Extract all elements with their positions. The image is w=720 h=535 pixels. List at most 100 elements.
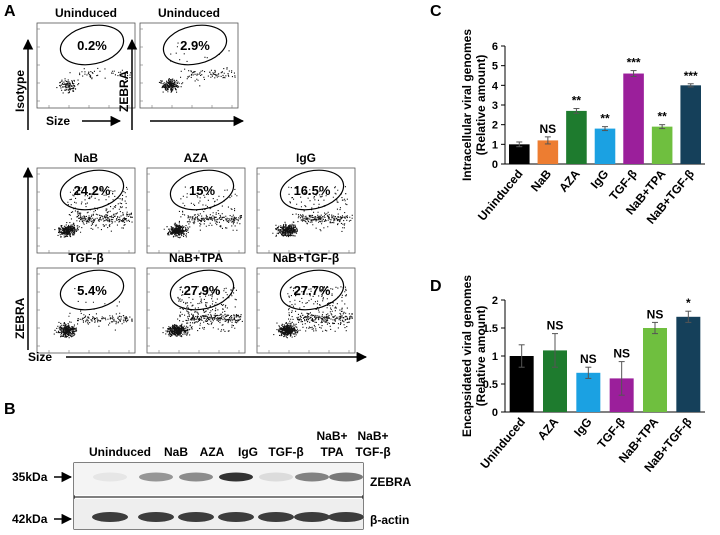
y-tick-label: 1 [492, 139, 498, 151]
flow-gate [169, 169, 235, 211]
y-tick-label: 4 [492, 80, 499, 92]
size-axis-label-bottom: Size [28, 350, 52, 364]
flow-plot-frame [146, 267, 246, 354]
flow-plot-frame [36, 267, 136, 354]
x-category-label: AZA [556, 167, 583, 195]
flow-plot-title: Uninduced [55, 6, 117, 20]
blot-lane-label: TPA [320, 445, 343, 459]
size-axis-label-top: Size [46, 114, 70, 128]
y-axis-label: Encapsidated viral genomes [460, 275, 474, 437]
x-category-label: Uninduced [477, 415, 528, 471]
zebra-band [295, 472, 329, 482]
significance-label: NS [613, 347, 630, 361]
bar [566, 110, 587, 164]
protein-label-zebra: ZEBRA [370, 475, 412, 489]
y-tick-label: 3 [492, 100, 498, 112]
zebra-band [259, 472, 293, 482]
x-category-label: TGF-β [595, 415, 628, 451]
flow-plot: IgG 16.5% [256, 151, 356, 254]
significance-label: * [686, 296, 691, 310]
y-tick-label: 6 [492, 41, 498, 53]
x-category-label: AZA [535, 415, 562, 443]
bar [594, 128, 616, 164]
flow-events [53, 288, 133, 339]
flow-events [272, 186, 353, 238]
significance-label: ** [600, 112, 610, 126]
significance-label: *** [684, 69, 698, 83]
actin-band [294, 512, 330, 522]
flow-plot-title: NaB+TPA [169, 251, 223, 265]
zebra-axis-label-top: ZEBRA [117, 70, 131, 112]
flow-events [162, 286, 243, 338]
blot-lane-label: NaB+ [316, 429, 347, 443]
zebra-band [179, 472, 213, 482]
y-tick-label: 0 [492, 159, 498, 171]
flow-events [54, 186, 133, 238]
flow-gate-percent: 24.2% [74, 183, 111, 198]
actin-band [218, 512, 254, 522]
flow-gate [169, 269, 235, 311]
chart-intracellular: 0 1 2 3 4 5 6 Intracellular viral genomes (Relat… [460, 29, 705, 227]
flow-plot: Uninduced 2.9% [139, 6, 239, 109]
actin-band [92, 512, 128, 522]
zebra-band [329, 472, 363, 482]
significance-label: ** [572, 94, 582, 108]
blot-lane-label: NaB [164, 445, 188, 459]
zebra-axis-label-bottom: ZEBRA [13, 297, 27, 339]
flow-gate [59, 269, 125, 311]
flow-plot-frame [36, 167, 136, 254]
y-tick-label: 0.5 [483, 379, 498, 391]
flow-gate-percent: 0.2% [77, 38, 107, 53]
blot-lane-label: TGF-β [355, 445, 390, 459]
significance-label: NS [580, 352, 597, 366]
flow-plot-title: NaB+TGF-β [273, 251, 339, 265]
x-category-label: NaB [528, 167, 554, 195]
y-tick-label: 2 [492, 120, 498, 132]
flow-gate [279, 169, 345, 211]
mw-marker-top: 35kDa [12, 470, 48, 484]
protein-label-actin: β-actin [370, 513, 409, 527]
significance-label: ** [657, 110, 667, 124]
flow-gate-percent: 2.9% [180, 38, 210, 53]
bar [576, 372, 601, 412]
flow-plot-frame [36, 22, 136, 109]
actin-band [138, 512, 174, 522]
flow-gate-percent: 5.4% [77, 283, 107, 298]
flow-plot-frame [256, 167, 356, 254]
flow-events [273, 286, 353, 339]
chart-encapsidated: 0 0.5 1 1.5 2 Encapsidated viral genomes (Rela… [460, 275, 705, 475]
flow-events [163, 186, 242, 239]
panel-label-b: B [4, 401, 16, 418]
blot-lane-label: TGF-β [268, 445, 303, 459]
flow-gate [162, 24, 228, 66]
flow-gate-percent: 27.9% [184, 283, 221, 298]
blot-lane-label: IgG [238, 445, 258, 459]
zebra-band [219, 472, 253, 482]
flow-plot-title: AZA [184, 151, 209, 165]
isotype-axis-label: Isotype [13, 70, 27, 112]
y-tick-label: 2 [492, 295, 498, 307]
significance-label: NS [647, 307, 664, 321]
flow-plot: NaB 24.2% [36, 151, 136, 254]
bar [651, 126, 673, 164]
x-category-label: IgG [571, 415, 595, 439]
bar [680, 85, 701, 164]
bar [623, 73, 644, 164]
flow-gate [279, 269, 345, 311]
bar [676, 316, 701, 412]
actin-band [258, 512, 294, 522]
flow-plot: AZA 15% [146, 151, 246, 254]
bar [509, 356, 534, 412]
actin-band [328, 512, 364, 522]
blot-lane-label: NaB+ [357, 429, 388, 443]
flow-plot-frame [139, 22, 239, 109]
flow-gate-percent: 16.5% [294, 183, 331, 198]
panel-label-c: C [430, 3, 442, 20]
y-tick-label: 0 [492, 407, 498, 419]
flow-gate-percent: 15% [189, 183, 215, 198]
bar [643, 328, 667, 412]
flow-plot-frame [256, 267, 356, 354]
zebra-band [139, 472, 173, 482]
bar [537, 140, 559, 164]
